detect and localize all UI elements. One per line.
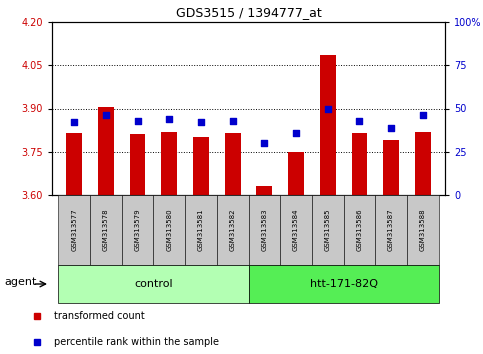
Bar (312, 195, 343, 265)
Text: agent: agent (4, 277, 37, 287)
Bar (343, 195, 375, 265)
Point (102, 113, 110, 118)
Bar (280, 195, 312, 265)
Text: GSM313586: GSM313586 (356, 209, 362, 251)
Text: GSM313580: GSM313580 (166, 209, 172, 251)
Bar (248, 195, 280, 265)
Point (355, 118, 363, 124)
Bar (161, 132, 177, 195)
Text: GSM313587: GSM313587 (388, 209, 394, 251)
Point (292, 130, 300, 136)
Bar (217, 195, 248, 265)
Text: GSM313577: GSM313577 (71, 209, 77, 251)
Text: GSM313583: GSM313583 (261, 209, 268, 251)
Bar (288, 152, 304, 195)
Title: GDS3515 / 1394777_at: GDS3515 / 1394777_at (176, 6, 321, 19)
Point (387, 125, 395, 130)
Bar (58, 195, 90, 265)
Point (324, 105, 332, 111)
Text: GSM313585: GSM313585 (325, 209, 331, 251)
Point (197, 120, 205, 125)
Point (260, 140, 268, 146)
Point (134, 118, 142, 124)
Bar (122, 195, 154, 265)
Bar (129, 135, 145, 195)
Text: GSM313582: GSM313582 (229, 209, 236, 251)
Text: percentile rank within the sample: percentile rank within the sample (55, 337, 219, 347)
Bar (248, 265, 439, 303)
Bar (98, 107, 114, 195)
Bar (352, 133, 368, 195)
Text: transformed count: transformed count (55, 310, 145, 321)
Point (419, 113, 426, 118)
Bar (58, 265, 248, 303)
Bar (383, 140, 399, 195)
Bar (66, 133, 82, 195)
Text: control: control (134, 279, 173, 289)
Point (165, 116, 173, 122)
Text: htt-171-82Q: htt-171-82Q (310, 279, 378, 289)
Text: GSM313588: GSM313588 (420, 209, 426, 251)
Point (71, 120, 78, 125)
Bar (415, 132, 431, 195)
Point (229, 118, 237, 124)
Bar (185, 195, 217, 265)
Text: GSM313581: GSM313581 (198, 209, 204, 251)
Text: GSM313579: GSM313579 (135, 209, 141, 251)
Bar (225, 133, 241, 195)
Bar (256, 186, 272, 195)
Bar (154, 195, 185, 265)
Bar (193, 137, 209, 195)
Bar (375, 195, 407, 265)
Text: GSM313578: GSM313578 (103, 209, 109, 251)
Bar (90, 195, 122, 265)
Bar (407, 195, 439, 265)
Text: GSM313584: GSM313584 (293, 209, 299, 251)
Bar (320, 55, 336, 195)
